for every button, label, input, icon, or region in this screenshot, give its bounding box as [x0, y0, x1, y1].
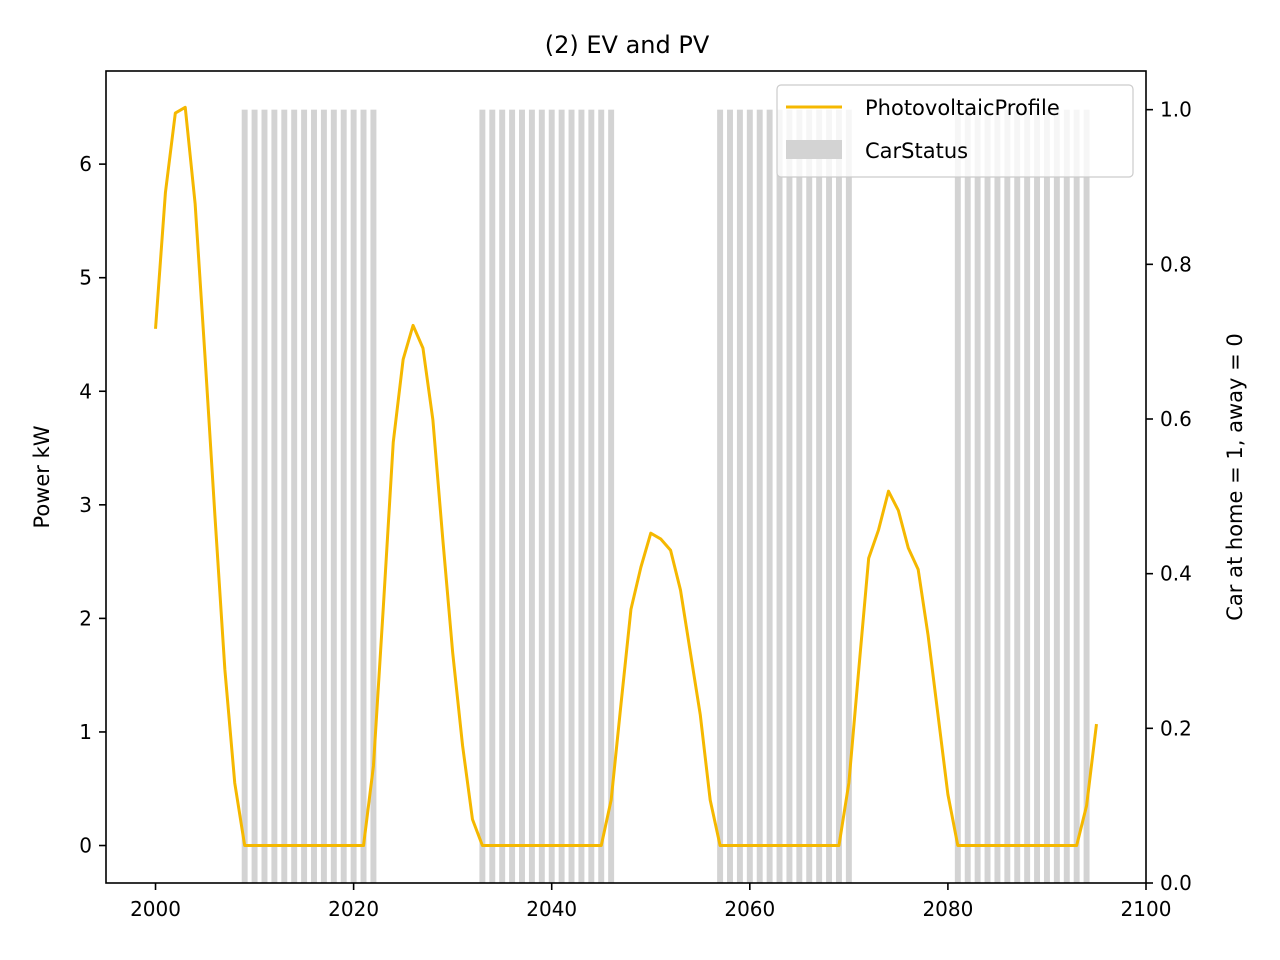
pv-line-group [154, 105, 1098, 848]
car-status-bar [1083, 109, 1090, 883]
y-tick-label-left: 6 [79, 152, 92, 176]
car-status-bar [489, 109, 496, 883]
chart-title: (2) EV and PV [545, 31, 710, 59]
car-status-bar [281, 109, 288, 883]
car-status-bar [568, 109, 575, 883]
y-axis-label-left: Power kW [30, 425, 54, 528]
car-status-bar [558, 109, 565, 883]
car-status-bar [360, 109, 367, 883]
car-status-bar [845, 109, 852, 883]
car-status-bar [578, 109, 585, 883]
y-axis-label-right: Car at home = 1, away = 0 [1223, 333, 1247, 620]
y-tick-label-right: 1.0 [1160, 98, 1192, 122]
car-status-bar [717, 109, 724, 883]
car-status-bar [528, 109, 535, 883]
pv-series-line [154, 105, 1098, 848]
car-status-bar [1004, 109, 1011, 883]
car-status-bar [1024, 109, 1031, 883]
car-status-bars [241, 109, 1090, 883]
car-status-bar [370, 109, 377, 883]
y-tick-label-left: 2 [79, 606, 92, 630]
car-status-bar [479, 109, 486, 883]
car-status-bar [301, 109, 308, 883]
car-status-bar [835, 109, 842, 883]
car-status-bar [746, 109, 753, 883]
car-status-bar [806, 109, 813, 883]
y-tick-label-right: 0.6 [1160, 407, 1192, 431]
car-status-bar [499, 109, 506, 883]
x-tick-label: 2040 [526, 897, 577, 921]
y-tick-label-left: 5 [79, 266, 92, 290]
y-tick-label-left: 1 [79, 720, 92, 744]
x-tick-label: 2100 [1121, 897, 1172, 921]
car-status-bar [826, 109, 833, 883]
legend-box [776, 84, 1134, 178]
car-status-bar [519, 109, 525, 883]
legend-swatch-carstatus [786, 140, 842, 159]
car-status-bar [340, 109, 347, 883]
car-status-bar [1043, 109, 1050, 883]
car-status-bar [994, 109, 1001, 883]
car-status-bar [1053, 109, 1060, 883]
car-status-bar [756, 109, 763, 883]
y-tick-label-right: 0.8 [1160, 252, 1192, 276]
car-status-bar [291, 109, 298, 883]
car-status-bar [261, 109, 268, 883]
car-status-bar [964, 109, 971, 883]
car-status-bar [1073, 109, 1080, 883]
x-tick-label: 2080 [922, 897, 973, 921]
x-tick-label: 2020 [328, 897, 379, 921]
car-status-bar [538, 109, 545, 883]
car-status-bar [509, 109, 516, 883]
y-tick-label-left: 0 [79, 834, 92, 858]
y-tick-label-left: 4 [79, 379, 92, 403]
x-tick-label: 2060 [724, 897, 775, 921]
car-status-bar [608, 109, 615, 883]
car-status-bar [974, 109, 981, 883]
y-tick-label-right: 0.2 [1160, 716, 1192, 740]
car-status-bar [311, 109, 317, 883]
x-tick-label: 2000 [130, 897, 181, 921]
legend-label-pv: PhotovoltaicProfile [865, 96, 1060, 120]
car-status-bar [598, 109, 605, 883]
y-axis-right: 0.0 0.2 0.4 0.6 0.8 1.0 [1146, 98, 1192, 895]
car-status-bar [796, 109, 803, 883]
car-status-bar [736, 109, 743, 883]
car-status-bar [241, 109, 248, 883]
car-status-bar [548, 109, 555, 883]
car-status-bar [251, 109, 258, 883]
legend-label-carstatus: CarStatus [865, 139, 968, 163]
car-status-bar [786, 109, 793, 883]
y-axis-left: 0 1 2 3 4 5 6 [79, 152, 106, 858]
car-status-bar [984, 109, 991, 883]
car-status-bar [727, 109, 733, 883]
car-status-bar [1063, 109, 1070, 883]
car-status-bar [350, 109, 357, 883]
y-tick-label-right: 0.0 [1160, 871, 1192, 895]
x-axis: 2000 2020 2040 2060 2080 2100 [130, 883, 1171, 921]
car-status-bar [271, 109, 278, 883]
car-status-bar [954, 109, 961, 883]
legend: PhotovoltaicProfile CarStatus [776, 84, 1134, 178]
y-tick-label-right: 0.4 [1160, 562, 1192, 586]
plot-frame [105, 70, 1147, 884]
car-status-bar [776, 109, 783, 883]
car-status-bar [330, 109, 337, 883]
car-status-bar [588, 109, 595, 883]
car-status-bar [1014, 109, 1021, 883]
car-status-bar [1034, 109, 1041, 883]
car-status-bar [816, 109, 823, 883]
y-tick-label-left: 3 [79, 493, 92, 517]
car-status-bar [320, 109, 327, 883]
car-status-bar [766, 109, 773, 883]
